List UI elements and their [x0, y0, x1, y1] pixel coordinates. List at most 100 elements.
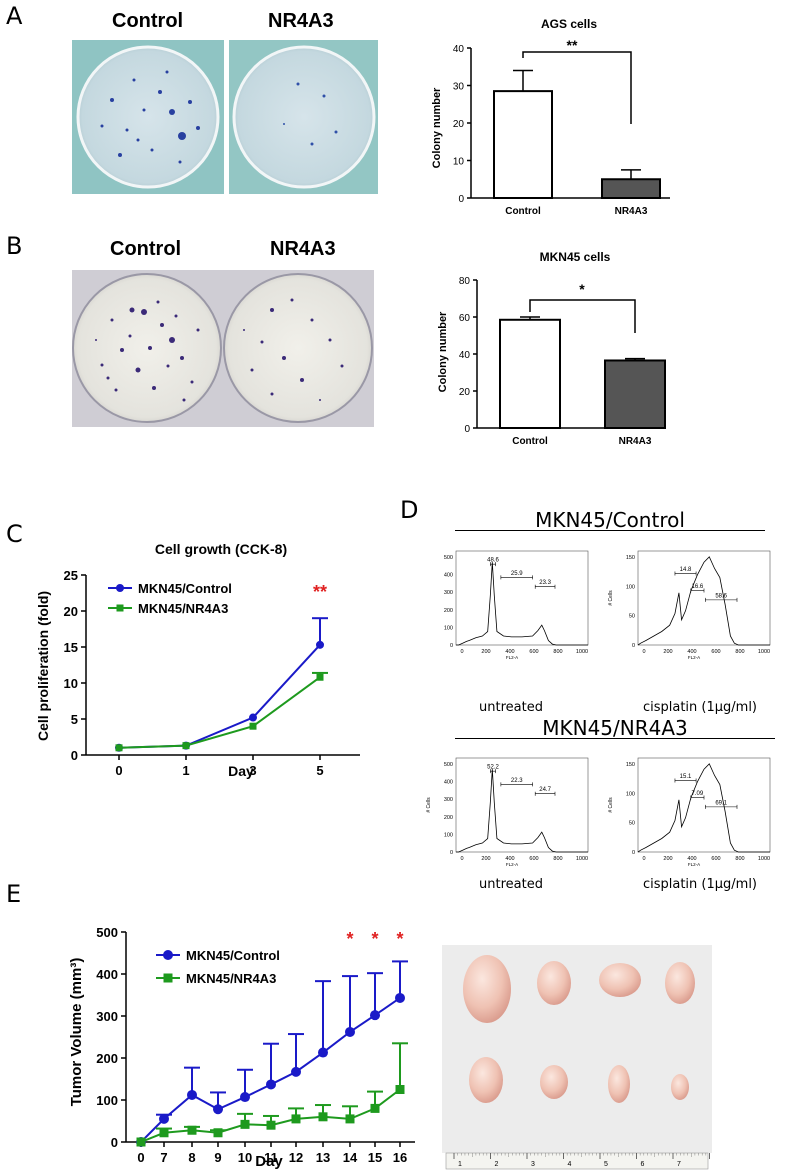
legend-entry: MKN45/Control	[108, 581, 232, 596]
y-tick-label: 100	[96, 1093, 118, 1108]
x-tick-labels: Control NR4A3	[505, 206, 648, 217]
flow-caption-control-untreated: untreated	[479, 700, 543, 715]
y-tick-label: 500	[96, 925, 118, 940]
y-ticks: 0 10 20 30 40	[453, 44, 471, 205]
chart-title: AGS cells	[541, 17, 597, 31]
x-tick-label: 400	[687, 649, 696, 655]
colonies-nr4a3	[283, 82, 338, 146]
data-point	[136, 1137, 146, 1147]
series-group	[115, 617, 328, 752]
plot-frame	[637, 757, 771, 853]
y-axis-label: Colony number	[437, 311, 449, 392]
flow-group-divider-control	[455, 530, 765, 531]
dish-label-b-nr4a3: NR4A3	[270, 238, 336, 260]
y-tick-label: 40	[453, 44, 465, 55]
data-point	[240, 1092, 250, 1103]
bar-nr4a3	[601, 178, 661, 199]
gate-percent-label: 52.2	[487, 765, 499, 771]
x-tick-label: 400	[505, 649, 514, 655]
y-tick-label: 100	[626, 584, 635, 590]
flow-group-title-nr4a3: MKN45/NR4A3	[542, 716, 688, 740]
y-tick-label: 15	[64, 640, 78, 655]
x-tick-label: 12	[289, 1150, 303, 1165]
dish-label-b-control: Control	[110, 238, 182, 260]
bars	[493, 69, 661, 199]
legend-label: MKN45/NR4A3	[138, 601, 228, 616]
ruler-ticks: 12345678	[453, 1153, 710, 1168]
dish-nr4a3	[223, 273, 373, 423]
significance-label: *	[371, 929, 378, 949]
x-tick-label: 600	[711, 649, 720, 655]
data-point	[370, 1103, 380, 1113]
y-tick-label: 150	[626, 555, 635, 561]
gate-percent-label: 22.3	[511, 778, 523, 784]
dish-label-a-nr4a3: NR4A3	[268, 10, 334, 32]
y-tick-label: 50	[629, 614, 635, 620]
series-line	[118, 644, 321, 749]
ruler-tick-label: 3	[531, 1161, 535, 1168]
x-tick-label: 11	[264, 1150, 278, 1165]
legend-label: MKN45/NR4A3	[186, 971, 276, 986]
x-tick-label: 1000	[576, 856, 588, 862]
x-tick-label: 800	[553, 649, 562, 655]
data-point	[266, 1120, 276, 1130]
y-tick-label: 0	[450, 643, 453, 649]
panel-letter-c: C	[6, 520, 23, 548]
x-tick-label: 0	[460, 856, 463, 862]
legend-entry: MKN45/NR4A3	[108, 601, 228, 616]
x-tick-label: 1	[182, 763, 189, 778]
dish-control	[76, 45, 220, 189]
data-point	[213, 1128, 223, 1138]
y-tick-label: 20	[453, 119, 465, 130]
x-tick-label: NR4A3	[615, 206, 648, 217]
line-chart-cck8: Cell growth (CCK-8) Cell proliferation (…	[35, 541, 360, 779]
bars	[499, 316, 666, 429]
y-tick-label: 0	[464, 424, 470, 435]
y-tick-label: 100	[444, 625, 453, 631]
legend-marker	[116, 604, 124, 612]
histogram-trace	[456, 562, 588, 646]
data-point	[159, 1113, 169, 1124]
tumor-control-3	[599, 963, 641, 997]
y-axis-label: # Cells	[608, 797, 614, 813]
data-point	[187, 1125, 197, 1135]
chart-title: MKN45 cells	[540, 250, 611, 264]
gate-percent-label: 69.1	[715, 800, 727, 806]
x-tick-label: 0	[115, 763, 122, 778]
legend-marker	[163, 973, 173, 983]
x-tick-label: 800	[735, 649, 744, 655]
x-tick-label: 600	[711, 856, 720, 862]
y-tick-label: 0	[632, 643, 635, 649]
series-mkn45-nr4a3	[115, 671, 328, 752]
y-tick-label: 400	[444, 573, 453, 579]
series-mkn45-control	[115, 617, 328, 752]
flow-caption-control-cisplatin: cisplatin (1µg/ml)	[642, 700, 758, 715]
y-tick-label: 100	[444, 832, 453, 838]
x-axis-label: FL2-A	[506, 862, 518, 867]
tumor-control-1	[463, 955, 511, 1023]
y-axis-label: # Cells	[608, 590, 614, 606]
significance-label: **	[313, 582, 327, 602]
tumor-nr4a3-3	[608, 1065, 630, 1103]
significance-label: *	[396, 929, 403, 949]
legend-marker	[116, 584, 124, 592]
data-point	[187, 1089, 197, 1100]
x-tick-label: 600	[529, 649, 538, 655]
bar-control	[499, 318, 561, 429]
legend-label: MKN45/Control	[138, 581, 232, 596]
tumor-nr4a3-2	[540, 1065, 568, 1099]
gate-percent-label: 23.3	[539, 580, 551, 586]
x-tick-label: 0	[642, 649, 645, 655]
y-ticks: 0 5 10 15 20 25	[64, 568, 86, 763]
gate-percent-label: 25.9	[511, 571, 523, 577]
x-tick-label: 600	[529, 856, 538, 862]
dish-control	[72, 273, 222, 423]
bar-chart-mkn45: MKN45 cells Colony number 0 20 40 60 80 Cont…	[437, 250, 666, 447]
ruler-tick-label: 4	[568, 1161, 572, 1168]
x-tick-label: 0	[137, 1150, 144, 1165]
y-tick-label: 50	[629, 821, 635, 827]
x-tick-label: 200	[481, 649, 490, 655]
significance-bracket	[529, 299, 636, 333]
x-tick-label: 800	[735, 856, 744, 862]
